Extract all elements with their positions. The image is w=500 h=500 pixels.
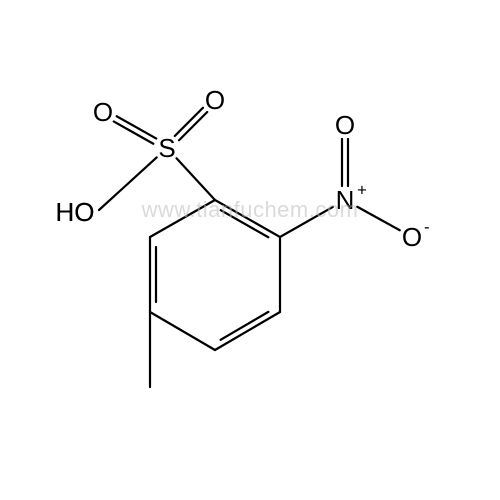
svg-text:N: N	[336, 185, 355, 215]
svg-text:O: O	[335, 110, 355, 140]
chemical-structure-diagram: SOOHON+OO-HO	[0, 0, 500, 500]
svg-text:HO: HO	[56, 197, 95, 227]
svg-text:O: O	[205, 85, 225, 115]
svg-text:-: -	[424, 218, 430, 237]
svg-text:+: +	[357, 181, 367, 200]
svg-text:O: O	[402, 222, 422, 252]
svg-text:O: O	[93, 97, 113, 127]
svg-text:S: S	[158, 133, 175, 163]
